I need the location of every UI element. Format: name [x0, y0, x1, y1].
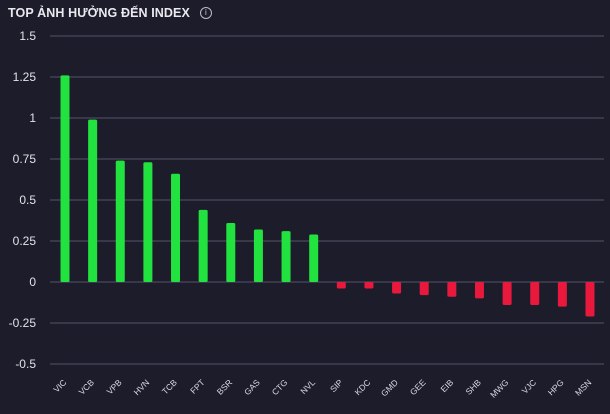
bar-msn[interactable]: [585, 282, 595, 317]
x-tick-label: GAS: [242, 377, 262, 397]
bar-gee[interactable]: [419, 282, 429, 296]
chart-header: TOP ẢNH HƯỞNG ĐẾN INDEX i: [8, 4, 212, 22]
x-tick-label: SHB: [463, 377, 483, 397]
x-tick-label: GEE: [408, 377, 428, 397]
bar-gmd[interactable]: [392, 282, 402, 294]
gridlines: [50, 35, 604, 365]
x-tick-label: MWG: [488, 377, 510, 399]
bar-vpb[interactable]: [115, 160, 125, 282]
x-tick-label: TCB: [160, 377, 179, 396]
y-tick-label: -0.5: [15, 357, 36, 371]
bar-shb[interactable]: [474, 282, 484, 299]
bar-bsr[interactable]: [226, 222, 236, 282]
x-axis-ticks: VIC VCB VPB HVN TCB FPT BSR GAS CTG NVL SIP KDC GMD G…: [51, 377, 593, 400]
x-tick-label: HPG: [546, 377, 566, 397]
x-tick-label: VCB: [77, 377, 97, 397]
bar-ctg[interactable]: [281, 231, 291, 282]
x-tick-label: FPT: [188, 377, 206, 395]
bar-nvl[interactable]: [309, 234, 319, 282]
x-tick-label: VPB: [105, 377, 124, 396]
y-tick-label: 1.25: [13, 70, 37, 84]
bar-kdc[interactable]: [364, 282, 374, 289]
y-tick-label: 1: [29, 111, 36, 125]
bar-vcb[interactable]: [88, 119, 98, 282]
bars: [60, 75, 595, 317]
y-tick-label: -0.25: [9, 316, 37, 330]
y-axis-ticks: 1.5 1.25 1 0.75 0.5 0.25 0 -0.25 -0.5: [9, 29, 37, 371]
chart-title: TOP ẢNH HƯỞNG ĐẾN INDEX: [8, 6, 190, 20]
bar-mwg[interactable]: [502, 282, 512, 305]
x-tick-label: GMD: [379, 377, 400, 398]
bar-vic[interactable]: [60, 75, 70, 282]
x-tick-label: NVL: [298, 377, 317, 396]
y-tick-label: 1.5: [19, 29, 36, 43]
x-tick-label: EIB: [438, 377, 455, 394]
y-tick-label: 0: [29, 275, 36, 289]
bar-hpg[interactable]: [557, 282, 567, 307]
x-tick-label: CTG: [270, 377, 290, 397]
x-tick-label: HVN: [132, 377, 152, 397]
x-tick-label: SIP: [328, 377, 345, 394]
y-tick-label: 0.25: [13, 234, 37, 248]
bar-sip[interactable]: [336, 282, 346, 289]
bar-gas[interactable]: [253, 229, 263, 282]
x-tick-label: VIC: [51, 377, 68, 394]
bar-tcb[interactable]: [171, 173, 181, 282]
x-tick-label: MSN: [573, 377, 593, 397]
x-tick-label: KDC: [353, 377, 373, 397]
x-tick-label: VJC: [520, 377, 538, 395]
bar-fpt[interactable]: [198, 209, 208, 282]
info-icon[interactable]: i: [199, 7, 212, 19]
y-tick-label: 0.75: [13, 152, 37, 166]
bar-vjc[interactable]: [530, 282, 540, 305]
bar-hvn[interactable]: [143, 162, 153, 282]
bar-eib[interactable]: [447, 282, 457, 297]
x-tick-label: BSR: [215, 377, 234, 396]
y-tick-label: 0.5: [19, 193, 36, 207]
